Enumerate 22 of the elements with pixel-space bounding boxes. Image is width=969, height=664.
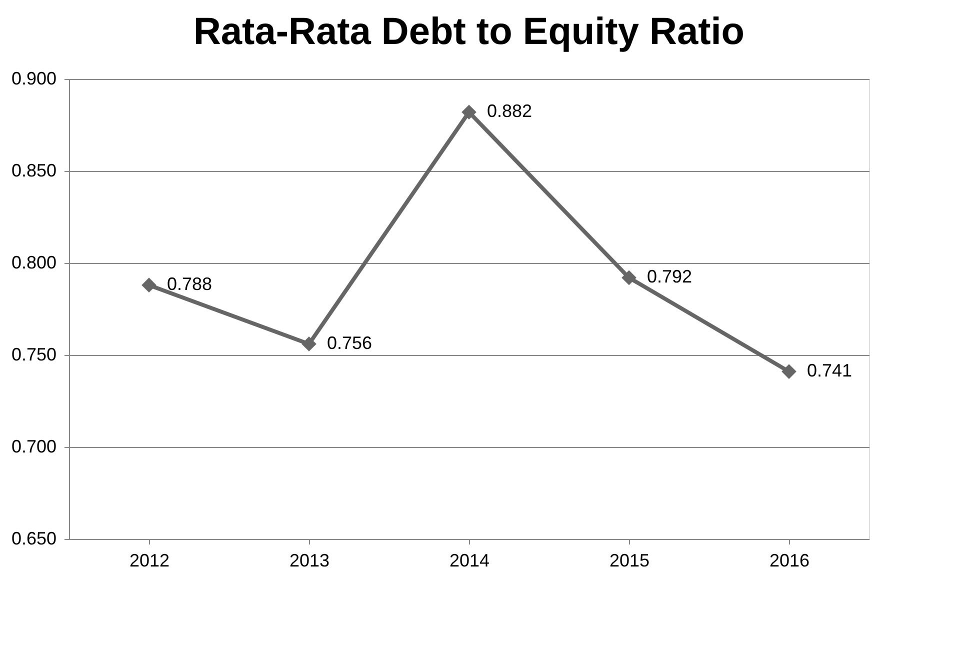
y-tick-label: 0.750: [11, 344, 56, 364]
data-label: 0.788: [167, 274, 212, 294]
x-tick-label: 2015: [609, 550, 650, 570]
data-label: 0.792: [647, 266, 692, 287]
point: [302, 336, 316, 352]
x-tick-label: 2012: [129, 550, 170, 570]
data-label: 0.756: [327, 332, 372, 353]
data-label: 0.741: [807, 360, 852, 381]
y-tick-label: 0.650: [11, 528, 56, 548]
x-tick-label: 2014: [449, 550, 490, 570]
point: [782, 364, 796, 379]
x-tick-label: 2013: [289, 550, 330, 570]
y-tick-label: 0.800: [11, 252, 56, 272]
x-tick-label: 2016: [769, 550, 810, 570]
chart-title: Rata-Rata Debt to Equity Ratio: [193, 11, 745, 53]
point: [462, 104, 476, 120]
point: [622, 270, 636, 286]
point: [142, 278, 156, 292]
y-tick-label: 0.900: [11, 68, 56, 88]
data-label: 0.882: [487, 101, 532, 122]
y-tick-label: 0.850: [11, 160, 56, 180]
y-tick-label: 0.700: [11, 436, 56, 456]
